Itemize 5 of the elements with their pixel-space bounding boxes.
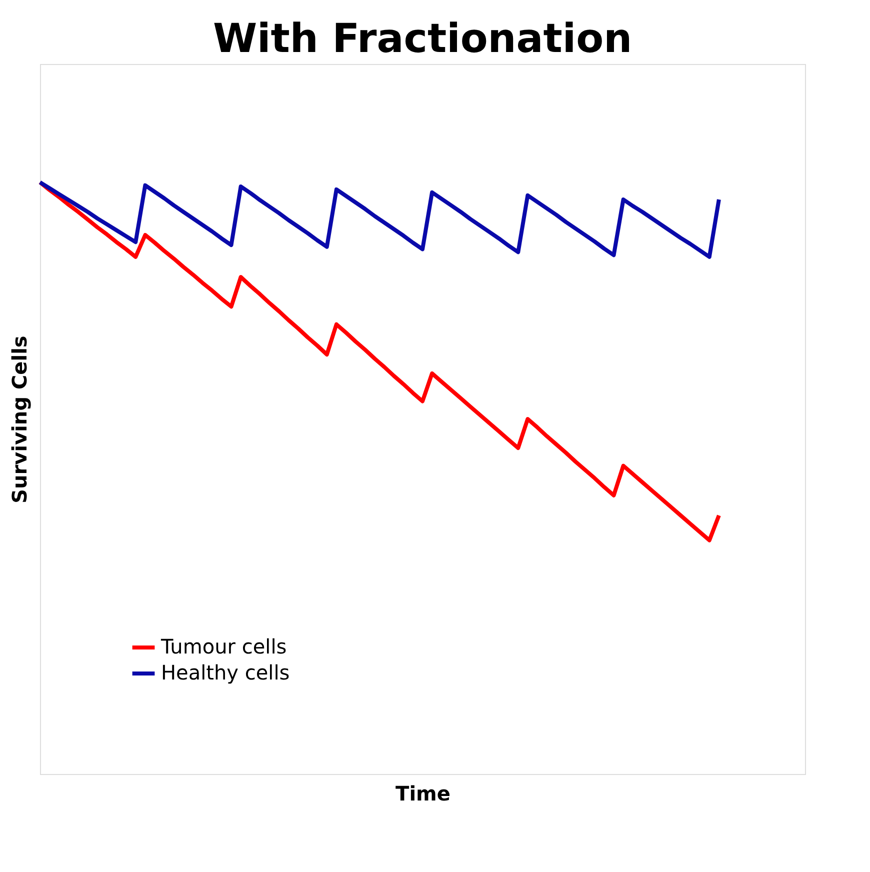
x-axis-title: Time [396, 782, 450, 806]
legend-label: Tumour cells [160, 634, 287, 658]
legend-label: Healthy cells [161, 660, 290, 684]
y-axis-title: Surviving Cells [8, 336, 32, 504]
chart-title: With Fractionation [212, 16, 632, 62]
